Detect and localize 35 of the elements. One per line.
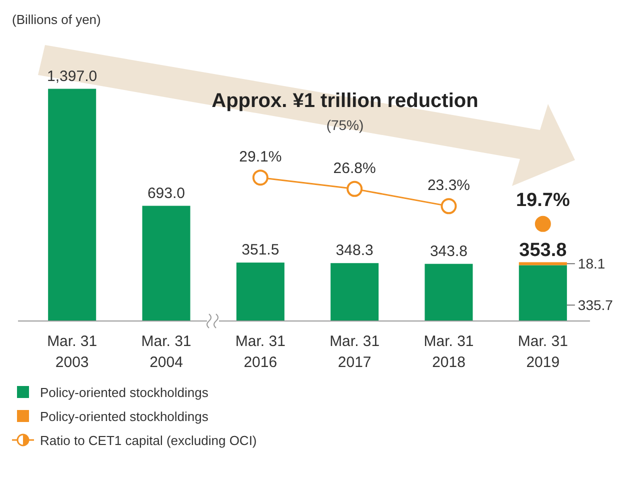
data-label: 26.8%	[333, 160, 376, 177]
x-tick-label: Mar. 31 2019	[518, 333, 568, 371]
point	[534, 216, 551, 232]
text: (Billions of yen)	[12, 12, 101, 27]
bar	[142, 206, 190, 321]
data-label: 23.3%	[427, 177, 470, 194]
legend-label: Ratio to CET1 capital (excluding OCI)	[40, 433, 257, 448]
data-label: 29.1%	[239, 148, 282, 166]
data-label: 19.7%	[516, 190, 570, 211]
data-label: 693.0	[147, 184, 186, 202]
legend-label: Policy-oriented stockholdings	[40, 385, 209, 400]
annotation: Approx. ¥1 trillion reduction	[212, 90, 478, 112]
data-label: 1,397.0	[47, 68, 98, 85]
bar	[330, 263, 379, 321]
x-tick-label: Mar. 31 2003	[47, 333, 98, 371]
bar	[424, 264, 473, 321]
x-tick-label: Mar. 31 2018	[424, 333, 474, 371]
point	[252, 170, 268, 186]
bar	[48, 88, 96, 321]
data-label: 351.5	[242, 242, 280, 259]
x-tick-label: Mar. 31 2004	[141, 333, 192, 371]
x-tick-label: Mar. 31 2016	[235, 333, 286, 371]
annotation: (75%)	[326, 117, 364, 133]
bar	[236, 262, 284, 321]
point	[440, 198, 457, 214]
data-label: 335.7	[578, 297, 614, 314]
legend-label: Policy-oriented stockholdings	[40, 409, 209, 424]
x-tick-label: Mar. 31 2017	[330, 333, 380, 371]
data-label: 343.8	[430, 242, 468, 260]
bar	[518, 265, 567, 321]
bar	[518, 262, 567, 266]
total-label: 353.8	[519, 240, 567, 262]
data-label: 18.1	[578, 256, 606, 272]
data-label: 348.3	[336, 242, 374, 260]
point	[346, 180, 363, 197]
